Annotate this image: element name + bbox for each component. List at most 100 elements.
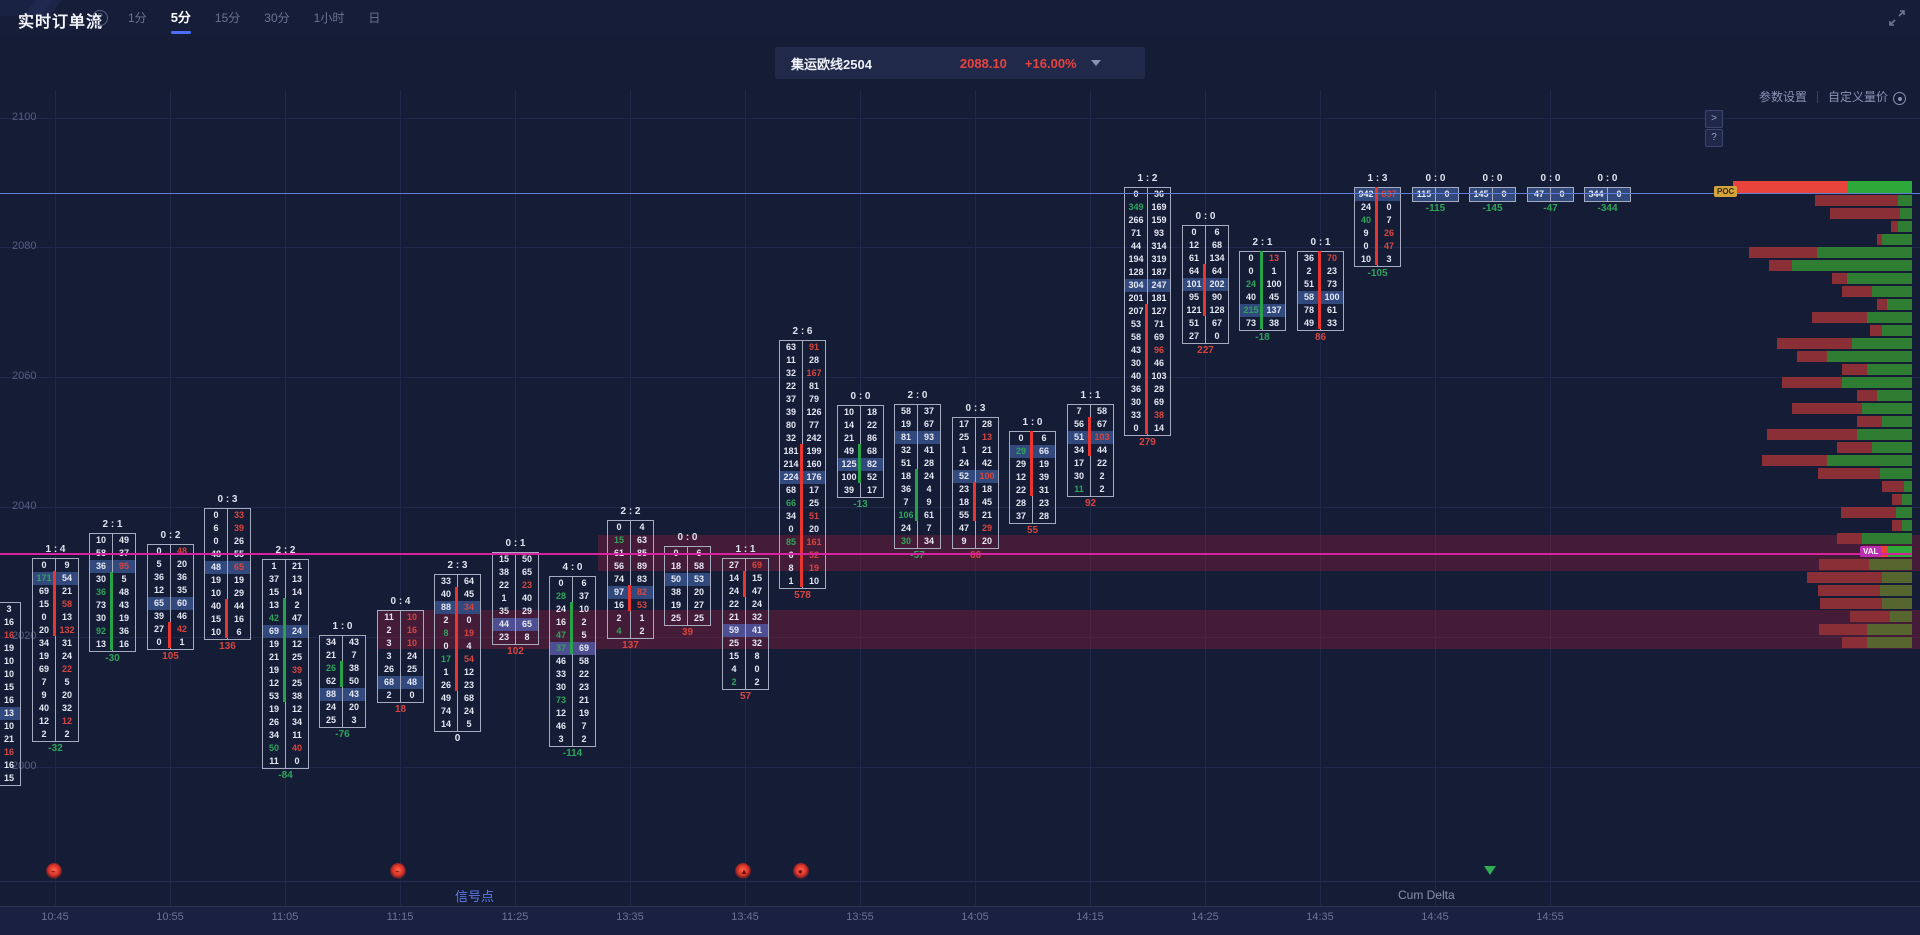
signal-icon[interactable]: ⌁ — [46, 863, 62, 879]
bid-volume-cell: 19 — [33, 650, 56, 663]
footprint-row: 28 23 — [1010, 497, 1055, 510]
profile-bar-red — [1762, 454, 1827, 466]
signal-icon[interactable]: ⌁ — [390, 863, 406, 879]
help-icon[interactable]: ? — [92, 10, 108, 26]
bid-volume-cell: 44 — [493, 618, 516, 631]
ask-volume-cell: 3 — [351, 715, 357, 725]
footprint-row: 19 — [0, 642, 20, 655]
price-label: 2000 — [12, 760, 37, 772]
ask-volume-cell: 1 — [639, 613, 645, 623]
bid-volume-cell: 22 — [780, 380, 803, 393]
tab-30分[interactable]: 30分 — [264, 11, 290, 25]
footprint-row: 22 24 — [723, 598, 768, 611]
footprint-row: 349 169 — [1125, 201, 1170, 214]
bid-volume-cell: 38 — [665, 586, 688, 599]
footprint-row: 201 181 — [1125, 292, 1170, 305]
ask-volume-cell: 13 — [3, 708, 14, 718]
ask-volume-cell: 10 — [3, 721, 14, 731]
profile-bar-green — [1888, 545, 1912, 557]
custom-volume-price-button[interactable]: 自定义量价 — [1827, 90, 1888, 104]
ask-volume-cell: 81 — [808, 381, 819, 391]
ask-volume-cell: 0 — [409, 690, 415, 700]
time-label: 14:55 — [1536, 911, 1564, 923]
signal-down-icon[interactable] — [1484, 866, 1496, 875]
ask-volume-cell: 202 — [1209, 279, 1225, 289]
next-button[interactable]: > — [1705, 110, 1723, 128]
profile-bar-green — [1880, 467, 1912, 479]
time-label: 11:15 — [386, 911, 414, 923]
ask-volume-cell: 20 — [981, 536, 992, 546]
tab-15分[interactable]: 15分 — [214, 11, 241, 25]
instrument-selector[interactable]: 集运欧线2504 2088.10 +16.00% — [775, 47, 1145, 79]
ask-volume-cell: 3 — [6, 604, 12, 614]
bid-volume-cell: 3 — [378, 637, 401, 650]
bid-volume-cell: 344 — [1585, 188, 1608, 201]
signal-glyph: ● — [798, 867, 803, 876]
tab-1小时[interactable]: 1小时 — [313, 11, 345, 25]
ask-volume-cell: 100 — [1266, 279, 1282, 289]
delta-footer-Z4: -344 — [1597, 203, 1618, 214]
ask-volume-cell: 10 — [808, 576, 819, 586]
collapse-icon[interactable] — [1888, 9, 1906, 27]
footprint-header-T: 1 : 1 — [1080, 390, 1101, 401]
bid-volume-cell: 34 — [263, 729, 286, 742]
tab-日[interactable]: 日 — [368, 11, 381, 25]
time-label: 13:55 — [846, 911, 874, 923]
bid-volume-cell: 12 — [33, 715, 56, 728]
price-path-line — [915, 469, 918, 521]
tab-1分[interactable]: 1分 — [128, 11, 147, 25]
profile-bar-red — [1882, 480, 1904, 492]
tab-5分[interactable]: 5分 — [159, 0, 203, 36]
ask-volume-cell: 68 — [463, 693, 474, 703]
footprint-column-D: 0 48 5 20 36 36 12 35 65 60 39 46 27 42 0 1 — [147, 544, 194, 650]
ask-volume-cell: 96 — [1153, 345, 1164, 355]
profile-bar-red — [1777, 337, 1852, 349]
ask-volume-cell: 16 — [118, 639, 129, 649]
footprint-row: 21 32 — [723, 611, 768, 624]
time-axis — [0, 906, 1920, 935]
bid-volume-cell: 24 — [895, 522, 918, 535]
ask-volume-cell: 39 — [1038, 472, 1049, 482]
footprint-row: 26 25 — [378, 663, 423, 676]
signal-icon[interactable]: ● — [793, 863, 809, 879]
ask-volume-cell: 199 — [806, 446, 822, 456]
ask-volume-cell: 2 — [754, 677, 760, 687]
footprint-row: 17 22 — [1068, 457, 1113, 470]
settings-button[interactable]: 参数设置 — [1758, 90, 1807, 104]
ask-volume-cell: 10 — [406, 638, 417, 648]
bid-volume-cell: 65 — [148, 597, 171, 610]
bid-volume-cell: 63 — [780, 341, 803, 354]
ask-volume-cell: 23 — [463, 680, 474, 690]
ask-volume-cell: 77 — [808, 420, 819, 430]
ask-volume-cell: 27 — [693, 600, 704, 610]
bid-volume-cell: 0 — [1183, 226, 1206, 239]
bid-volume-cell: 39 — [148, 610, 171, 623]
footprint-row: 10 29 — [205, 587, 250, 600]
ask-volume-cell: 58 — [578, 656, 589, 666]
panel-help-button[interactable]: ? — [1705, 129, 1723, 147]
ask-volume-cell: 69 — [1153, 397, 1164, 407]
ask-volume-cell: 53 — [693, 574, 704, 584]
profile-bar-green — [1857, 428, 1912, 440]
ask-volume-cell: 16 — [3, 695, 14, 705]
page-title: 实时订单流 — [18, 14, 104, 31]
bid-volume-cell: 7 — [1068, 405, 1091, 418]
profile-bar-red — [1891, 220, 1898, 232]
profile-bar-red — [1820, 597, 1882, 609]
time-label: 14:15 — [1076, 911, 1104, 923]
profile-bar-red — [1733, 180, 1848, 194]
footprint-row: 3 24 — [378, 650, 423, 663]
signal-icon[interactable]: ▲ — [735, 863, 751, 879]
ask-volume-cell: 11 — [292, 730, 302, 740]
vertical-gridline — [630, 90, 631, 908]
profile-bar-green — [1867, 636, 1912, 648]
bid-volume-cell: 30 — [895, 535, 918, 548]
profile-bar-green — [1900, 207, 1912, 219]
bid-volume-cell: 36 — [148, 571, 171, 584]
vertical-gridline — [1320, 90, 1321, 908]
footprint-row: 0 48 — [148, 545, 193, 558]
footprint-column-F: 1 21 37 13 15 14 13 2 42 47 69 24 19 12 21 25 19 39 12 25 53… — [262, 559, 309, 769]
bid-volume-cell: 201 — [1125, 292, 1148, 305]
